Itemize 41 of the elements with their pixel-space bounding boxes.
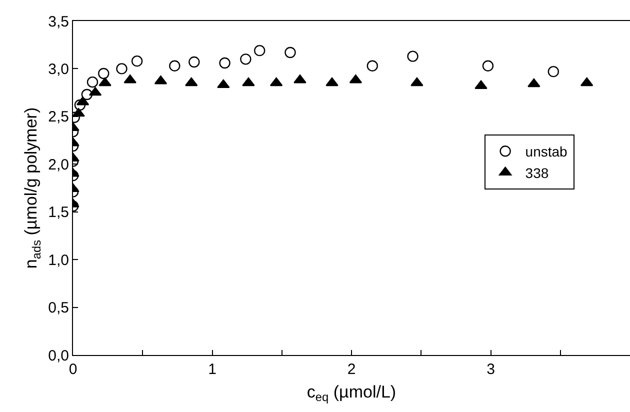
point bbox=[482, 60, 494, 72]
point bbox=[116, 63, 128, 74]
point bbox=[81, 88, 93, 100]
y-tick-label: 1,5 bbox=[48, 204, 69, 222]
x-tick-label: 3 bbox=[486, 361, 495, 378]
point bbox=[86, 76, 98, 88]
y-tick-label: 0,5 bbox=[48, 300, 69, 317]
y-tick-label: 3,0 bbox=[48, 60, 69, 78]
point bbox=[548, 66, 560, 78]
legend-label: 338 bbox=[525, 164, 549, 181]
point bbox=[88, 86, 102, 96]
point bbox=[98, 68, 110, 80]
point bbox=[184, 77, 198, 86]
point bbox=[407, 50, 418, 62]
point bbox=[242, 77, 255, 86]
point bbox=[366, 60, 378, 72]
point bbox=[98, 77, 112, 86]
x-tick-label: 0 bbox=[68, 361, 78, 378]
point bbox=[240, 54, 252, 65]
point bbox=[270, 77, 283, 86]
point bbox=[219, 57, 230, 69]
y-tick-label: 2,0 bbox=[48, 156, 69, 174]
point bbox=[528, 78, 540, 88]
point bbox=[217, 79, 230, 88]
y-tick-label: 1,0 bbox=[48, 252, 69, 269]
point bbox=[131, 55, 143, 67]
point bbox=[169, 60, 180, 72]
y-tick-label: 2,5 bbox=[48, 108, 69, 126]
point bbox=[284, 46, 296, 58]
x-tick-label: 2 bbox=[347, 361, 356, 378]
point bbox=[580, 77, 594, 86]
point bbox=[74, 99, 86, 111]
point bbox=[188, 56, 200, 68]
y-tick-label: 0,0 bbox=[48, 347, 69, 364]
point bbox=[326, 77, 338, 86]
point bbox=[254, 44, 266, 56]
legend-label: unstab bbox=[525, 144, 568, 160]
point bbox=[410, 77, 424, 86]
x-tick-label: 1 bbox=[208, 361, 216, 378]
x-axis-title: c$_{eq}$ (µmol/L) bbox=[306, 382, 396, 404]
y-tick-label: 3,5 bbox=[48, 13, 69, 30]
